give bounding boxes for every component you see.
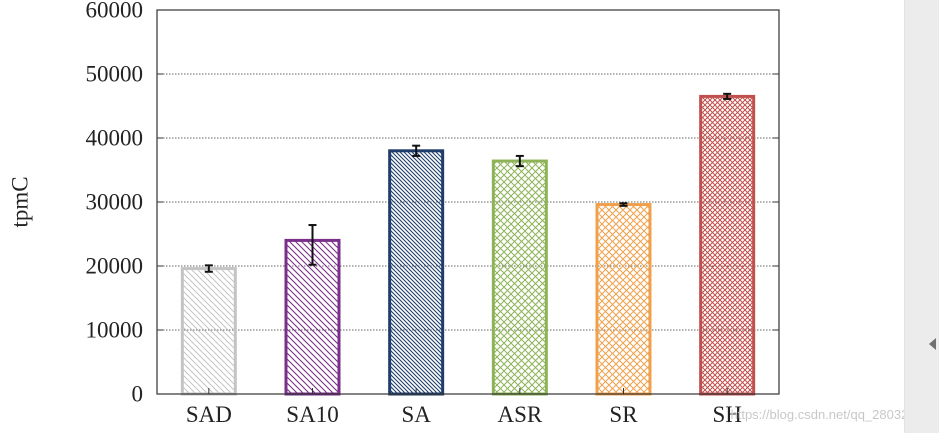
y-axis-label: tpmC: [7, 176, 32, 227]
bar-sh: [699, 94, 756, 396]
y-tick-label: 60000: [86, 0, 144, 23]
scroll-left-arrow-icon[interactable]: [929, 338, 936, 350]
bar-sa10: [284, 238, 341, 396]
x-tick-label: SR: [609, 402, 638, 427]
x-tick-label: SA: [401, 402, 431, 427]
x-tick-label: SAD: [186, 402, 232, 427]
y-tick-label: 0: [132, 382, 144, 407]
y-tick-label: 10000: [86, 318, 144, 343]
grid-lines: [157, 73, 779, 331]
y-tick-label: 30000: [86, 190, 144, 215]
x-axis-ticks: SAD SA10 SA ASR SR SH: [186, 388, 742, 427]
x-tick-label: SA10: [286, 402, 338, 427]
x-tick-label: SH: [712, 402, 741, 427]
bar-asr: [491, 159, 548, 396]
vertical-scrollbar[interactable]: [904, 0, 939, 433]
bar-sr: [595, 203, 652, 396]
y-tick-label: 40000: [86, 126, 144, 151]
bars: [180, 94, 756, 396]
y-axis-ticks: 0 10000 20000 30000 40000 50000 60000: [86, 0, 779, 407]
bar-sad: [180, 267, 237, 396]
y-tick-label: 20000: [86, 254, 144, 279]
bar-sa: [388, 149, 445, 396]
watermark-text: https://blog.csdn.net/qq_28032693: [731, 407, 906, 422]
y-tick-label: 50000: [86, 62, 144, 87]
error-bars: [204, 92, 732, 273]
x-tick-label: ASR: [497, 402, 542, 427]
